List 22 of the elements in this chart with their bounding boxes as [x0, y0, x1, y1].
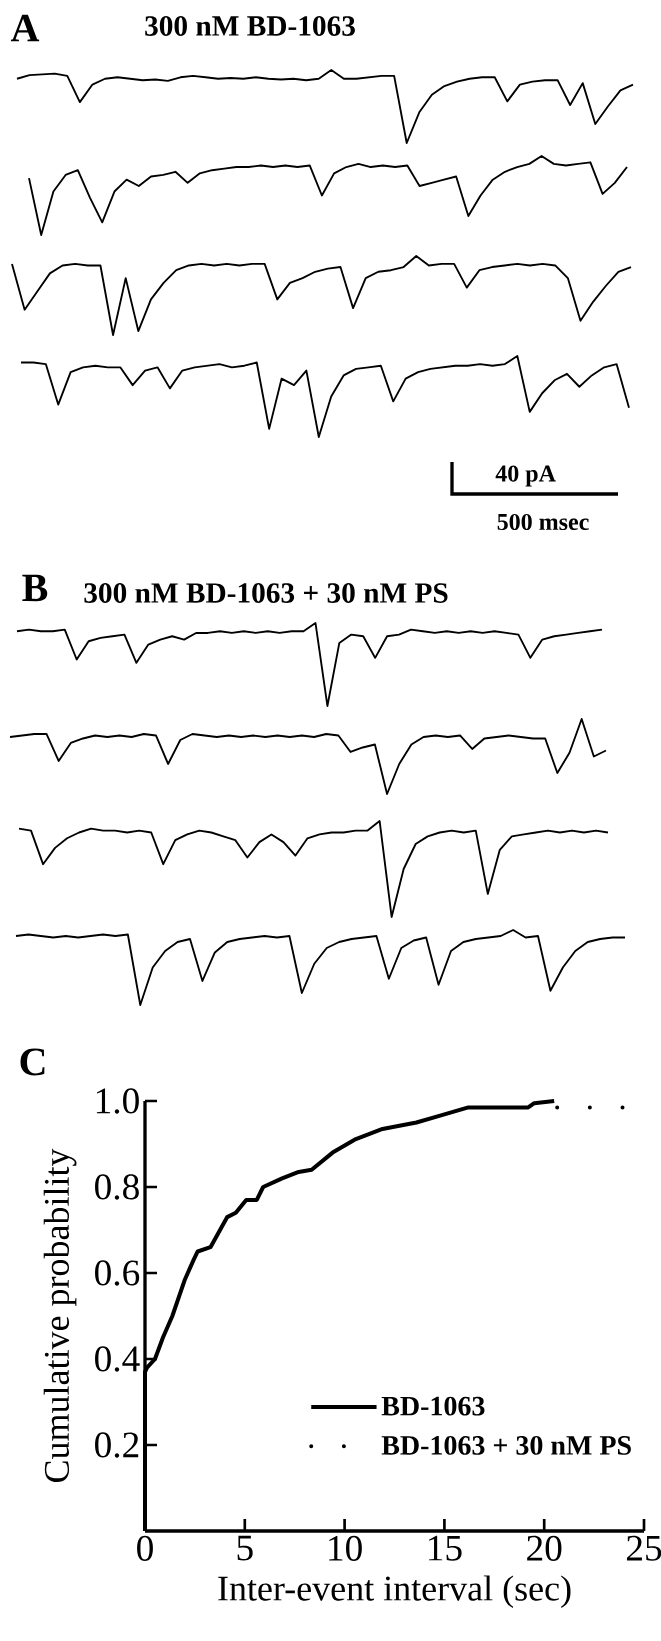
text: C [20, 1048, 45, 1076]
text: A [10, 14, 40, 42]
x-tick-label: 5 [237, 1535, 253, 1561]
x-tick-label: 25 [626, 1535, 661, 1561]
x-axis-title: Inter-event interval (sec) [218, 1575, 571, 1609]
y-tick-label: 1.0 [96, 1088, 139, 1114]
y-tick-label: 0.4 [95, 1346, 140, 1372]
text: B [22, 574, 48, 602]
text: 500 msec [497, 513, 589, 531]
text: 40 pA [495, 465, 556, 487]
legend-label: BD-1063 [381, 1396, 485, 1416]
y-tick-label: 0.2 [95, 1432, 139, 1458]
x-tick-label: 0 [137, 1535, 153, 1561]
y-tick-label: 0.6 [95, 1260, 140, 1286]
legend-label: BD-1063 + 30 nM PS [381, 1435, 631, 1455]
chart-title: 300 nM BD-1063 [145, 16, 355, 36]
x-tick-label: 20 [527, 1535, 562, 1561]
chart-title: 300 nM BD-1063 + 30 nM PS [84, 583, 448, 603]
y-axis-title: Cumulative probability [43, 1148, 77, 1482]
x-tick-label: 15 [429, 1535, 462, 1561]
y-tick-label: 0.8 [95, 1174, 139, 1200]
x-tick-label: 10 [329, 1535, 362, 1561]
